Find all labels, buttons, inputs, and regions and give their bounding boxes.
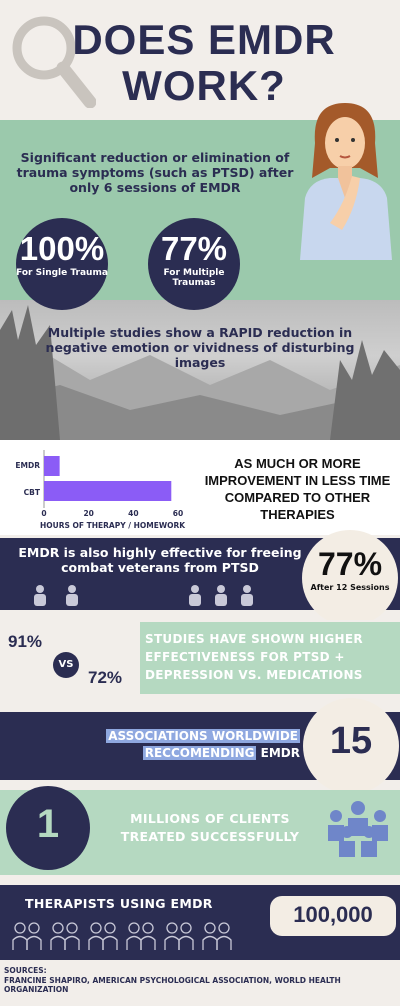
- category-label-cbt: CBT: [24, 488, 41, 497]
- stat-circle-multiple: 77% For Multiple Traumas: [148, 218, 240, 310]
- hours-bar-chart: EMDR CBT 0 20 40 60 HOURS OF THERAPY / H…: [15, 450, 186, 530]
- stat-value: 77%: [160, 230, 228, 267]
- improvement-text: AS MUCH OR MORE IMPROVEMENT IN LESS TIME…: [204, 456, 391, 522]
- associations-text: ASSOCIATIONS WORLDWIDE RECCOMENDING EMDR: [50, 728, 300, 762]
- landscape-background: [0, 300, 400, 440]
- studies-text: STUDIES HAVE SHOWN HIGHER EFFECTIVENESS …: [145, 632, 363, 682]
- associations-circle: 15: [303, 698, 399, 794]
- x-tick-label: 0: [41, 509, 46, 518]
- sources-label: SOURCES:: [4, 966, 47, 975]
- sources-text: FRANCINE SHAPIRO, AMERICAN PSYCHOLOGICAL…: [4, 975, 341, 995]
- x-tick-label: 40: [128, 509, 138, 518]
- bar-emdr: [44, 456, 60, 476]
- rapid-reduction-text: Multiple studies show a RAPID reduction …: [45, 325, 355, 370]
- vs-badge: VS: [53, 652, 79, 678]
- studies-green-panel: [140, 622, 400, 694]
- therapists-text: THERAPISTS USING EMDR: [25, 896, 213, 911]
- people-row-icon: [12, 922, 232, 950]
- title-line-2: WORK?: [122, 62, 286, 109]
- associations-line-2a: RECCOMENDING: [142, 746, 257, 760]
- sources: SOURCES: FRANCINE SHAPIRO, AMERICAN PSYC…: [4, 966, 396, 995]
- stat-value: 100%: [19, 230, 105, 267]
- associations-line-2b: EMDR: [256, 746, 300, 760]
- medication-percent: 72%: [88, 668, 123, 687]
- stat-label: For Single Trauma: [16, 268, 108, 278]
- stat-label: For Multiple Traumas: [163, 268, 225, 288]
- woman-illustration: [300, 103, 392, 260]
- millions-circle: 1: [6, 786, 90, 870]
- associations-value: 15: [329, 720, 373, 762]
- therapists-value: 100,000: [293, 902, 373, 927]
- intro-text: Significant reduction or elimination of …: [16, 150, 294, 195]
- people-group-icon: [328, 801, 388, 857]
- x-tick-label: 20: [83, 509, 93, 518]
- millions-value: 1: [36, 802, 60, 846]
- stat-circle-single: 100% For Single Trauma: [16, 218, 108, 310]
- title-line-1: DOES EMDR: [72, 16, 336, 63]
- emdr-percent: 91%: [8, 632, 43, 651]
- x-axis-label: HOURS OF THERAPY / HOMEWORK: [40, 521, 186, 530]
- millions-text: MILLIONS OF CLIENTS TREATED SUCCESSFULLY: [120, 811, 300, 844]
- bar-cbt: [44, 481, 172, 501]
- soldier-icons-left: [34, 585, 78, 606]
- veterans-sub: After 12 Sessions: [310, 583, 390, 592]
- x-tick-label: 60: [173, 509, 183, 518]
- veterans-text: EMDR is also highly effective for freein…: [18, 545, 302, 575]
- therapists-count-box: 100,000: [270, 896, 396, 936]
- category-label-emdr: EMDR: [15, 461, 40, 470]
- veterans-stat-circle: 77% After 12 Sessions: [302, 530, 398, 626]
- soldier-icons-right: [189, 585, 253, 606]
- mountains-illustration: [0, 305, 400, 440]
- magnifier-icon: [12, 16, 96, 108]
- veterans-value: 77%: [317, 546, 383, 582]
- associations-line-1: ASSOCIATIONS WORLDWIDE: [106, 729, 300, 743]
